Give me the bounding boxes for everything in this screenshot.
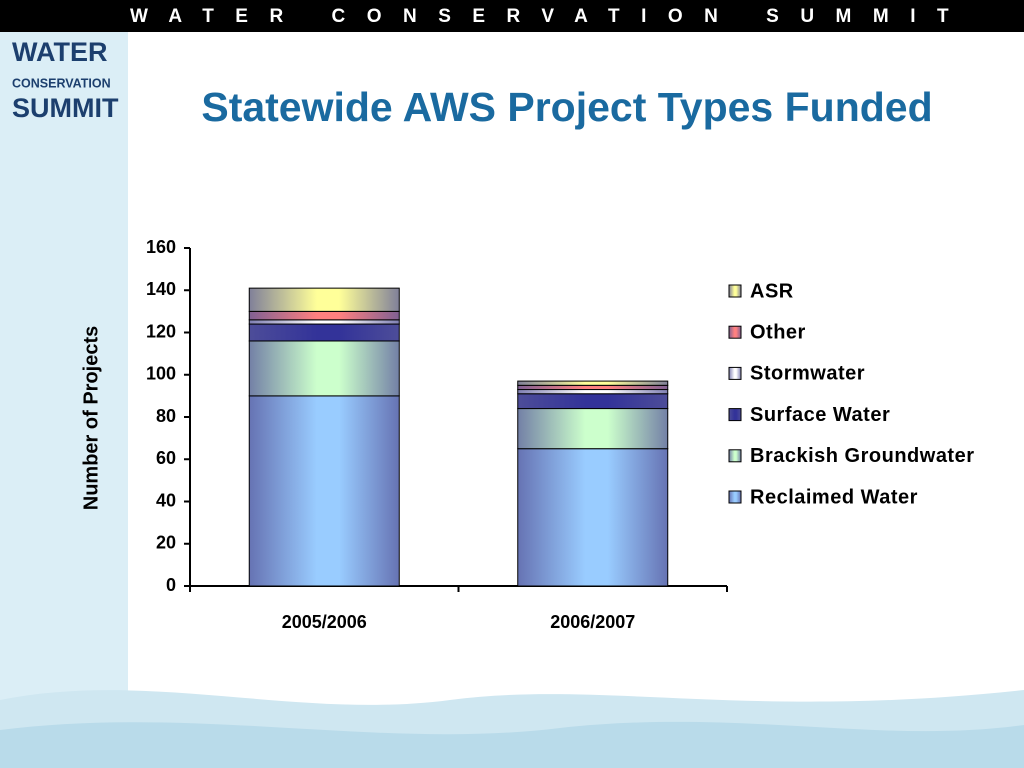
y-axis-label: Number of Projects: [80, 326, 102, 510]
side-strip: [0, 32, 128, 768]
y-tick-label: 0: [166, 575, 176, 595]
legend-swatch: [728, 490, 742, 504]
bar-segment: [517, 380, 669, 386]
wave: [0, 721, 1024, 768]
bar-segment: [248, 310, 400, 321]
legend-label: Reclaimed Water: [750, 486, 918, 508]
bar-segment: [248, 323, 400, 342]
legend-swatch: [728, 366, 742, 380]
x-tick-label: 2005/2006: [282, 612, 367, 632]
bar-segment: [517, 408, 669, 450]
legend-label: Brackish Groundwater: [750, 445, 975, 467]
legend-label: ASR: [750, 280, 794, 302]
y-tick-label: 140: [146, 279, 176, 299]
bar-segment: [517, 393, 669, 410]
banner: [0, 0, 1024, 32]
y-tick-label: 20: [156, 533, 176, 553]
bar-segment: [517, 448, 669, 587]
logo-text: WATER: [12, 37, 108, 67]
legend-swatch: [728, 284, 742, 298]
legend-swatch: [728, 325, 742, 339]
bar-segment: [248, 395, 400, 587]
y-tick-label: 120: [146, 321, 176, 341]
bar-segment: [248, 319, 400, 325]
banner-text: WATER CONSERVATION SUMMIT: [130, 6, 970, 27]
bar-segment: [248, 340, 400, 397]
legend-label: Surface Water: [750, 404, 890, 426]
y-tick-label: 60: [156, 448, 176, 468]
y-tick-label: 40: [156, 490, 176, 510]
logo-text: CONSERVATION: [12, 76, 111, 90]
bar-segment: [248, 287, 400, 312]
y-tick-label: 80: [156, 406, 176, 426]
logo-text: SUMMIT: [12, 93, 119, 123]
legend-swatch: [728, 449, 742, 463]
chart-title: Statewide AWS Project Types Funded: [201, 84, 932, 130]
legend-label: Stormwater: [750, 363, 865, 385]
legend-label: Other: [750, 321, 806, 343]
bar-segment: [517, 389, 669, 395]
x-tick-label: 2006/2007: [550, 612, 635, 632]
y-tick-label: 100: [146, 364, 176, 384]
legend-swatch: [728, 408, 742, 422]
bar-segment: [517, 384, 669, 391]
y-tick-label: 160: [146, 237, 176, 257]
